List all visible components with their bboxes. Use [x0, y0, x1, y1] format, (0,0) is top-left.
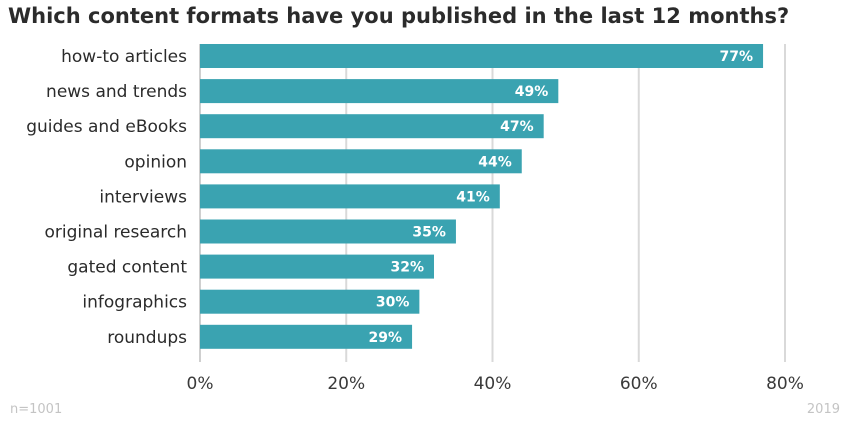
data-label: 35%: [412, 225, 446, 241]
year-note: 2019: [806, 402, 840, 417]
chart-title: Which content formats have you published…: [8, 4, 790, 28]
bar: [200, 254, 434, 279]
category-label: how-to articles: [61, 47, 187, 67]
bar: [200, 44, 764, 68]
data-label: 32%: [390, 260, 424, 276]
data-label: 30%: [376, 295, 410, 311]
data-label: 41%: [456, 189, 490, 205]
bar: [200, 114, 544, 139]
bar: [200, 184, 500, 209]
category-label: guides and eBooks: [26, 117, 187, 137]
x-tick-label: 60%: [620, 374, 658, 394]
category-label: roundups: [107, 328, 187, 348]
bar: [200, 79, 559, 104]
x-tick-label: 80%: [766, 374, 804, 394]
data-label: 49%: [515, 84, 549, 100]
sample-size-note: n=1001: [10, 402, 63, 417]
x-tick-label: 20%: [327, 374, 365, 394]
bar: [200, 324, 413, 349]
data-label: 77%: [720, 49, 754, 65]
category-label: original research: [45, 223, 188, 243]
x-tick-label: 0%: [187, 374, 214, 394]
category-label: interviews: [99, 187, 187, 207]
category-label: infographics: [82, 293, 187, 313]
bar: [200, 149, 522, 174]
x-tick-label: 40%: [474, 374, 512, 394]
data-label: 47%: [500, 119, 534, 135]
data-label: 29%: [369, 330, 403, 346]
category-label: news and trends: [46, 82, 187, 102]
category-label: gated content: [67, 258, 187, 278]
data-label: 44%: [478, 154, 512, 170]
category-label: opinion: [124, 152, 187, 172]
bar: [200, 219, 456, 244]
bar: [200, 289, 420, 314]
